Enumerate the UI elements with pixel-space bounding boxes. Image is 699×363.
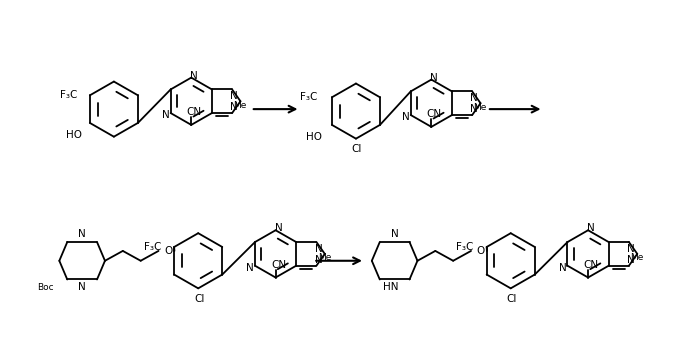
Text: Me: Me: [630, 253, 644, 262]
Text: N: N: [246, 263, 254, 273]
Text: O: O: [477, 246, 485, 256]
Text: HN: HN: [383, 282, 398, 292]
Text: N: N: [391, 229, 398, 239]
Text: Me: Me: [318, 253, 331, 262]
Text: N: N: [161, 110, 170, 120]
Text: N: N: [190, 71, 198, 81]
Text: Me: Me: [233, 101, 247, 110]
Text: HO: HO: [66, 130, 82, 140]
Text: F₃C: F₃C: [144, 242, 161, 252]
Text: Cl: Cl: [507, 294, 517, 304]
Text: CN: CN: [584, 260, 598, 270]
Text: F₃C: F₃C: [59, 90, 77, 100]
Text: N: N: [627, 244, 635, 254]
Text: N: N: [230, 91, 238, 101]
Text: N: N: [470, 104, 478, 114]
Text: N: N: [230, 102, 238, 112]
Text: F₃C: F₃C: [456, 242, 474, 252]
Text: N: N: [559, 263, 566, 273]
Text: N: N: [315, 255, 322, 265]
Text: N: N: [315, 244, 322, 254]
Text: CN: CN: [187, 107, 202, 117]
Text: N: N: [275, 223, 282, 233]
Text: N: N: [78, 282, 86, 292]
Text: Cl: Cl: [352, 144, 362, 155]
Text: O: O: [164, 246, 173, 256]
Text: F₃C: F₃C: [300, 92, 317, 102]
Text: Boc: Boc: [37, 283, 54, 292]
Text: N: N: [587, 223, 595, 233]
Text: N: N: [470, 93, 478, 103]
Text: Me: Me: [473, 103, 487, 112]
Text: HO: HO: [306, 132, 322, 142]
Text: N: N: [431, 73, 438, 83]
Text: N: N: [78, 229, 86, 239]
Text: N: N: [627, 255, 635, 265]
Text: CN: CN: [271, 260, 286, 270]
Text: Cl: Cl: [194, 294, 204, 304]
Text: CN: CN: [427, 109, 442, 119]
Text: N: N: [402, 112, 410, 122]
